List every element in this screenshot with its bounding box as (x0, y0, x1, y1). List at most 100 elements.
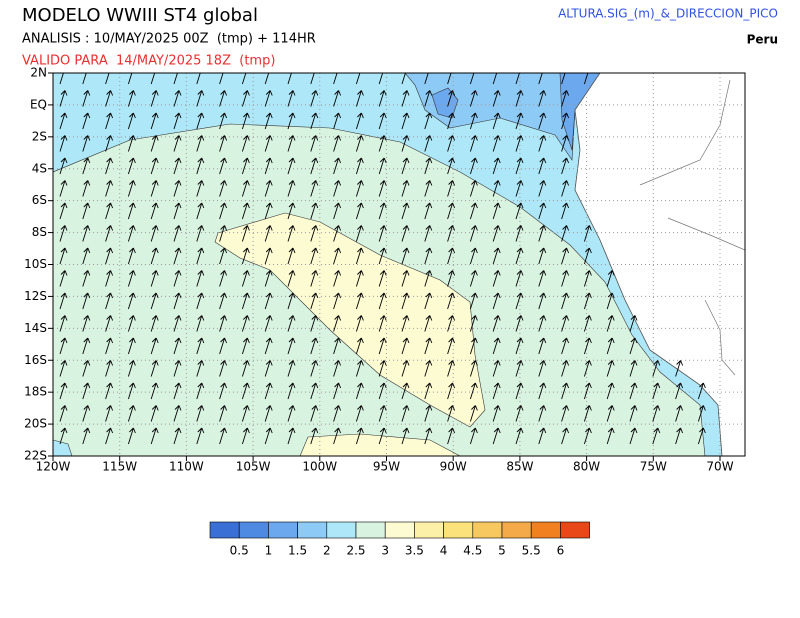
arrow (492, 292, 501, 310)
arrow (196, 112, 205, 130)
arrow (82, 247, 91, 265)
arrow (59, 405, 68, 422)
lon-label: 75W (640, 460, 667, 474)
arrow (310, 427, 319, 445)
arrow (241, 112, 250, 130)
arrow (333, 135, 342, 152)
arrow (606, 405, 615, 422)
arrow (424, 73, 432, 85)
arrow (697, 405, 706, 422)
arrow (378, 202, 387, 220)
arrow (82, 180, 91, 197)
arrow (264, 202, 273, 220)
lat-label: EQ (30, 97, 47, 111)
arrow (287, 157, 296, 175)
arrow (196, 157, 205, 175)
arrow (173, 360, 182, 377)
sea-1-5m (559, 73, 601, 151)
arrow (264, 225, 273, 242)
arrow (219, 157, 228, 175)
arrow (105, 337, 114, 355)
arrow (287, 315, 296, 332)
arrow (310, 225, 319, 242)
color-label: 4 (440, 544, 448, 558)
arrow (447, 225, 456, 242)
arrow (82, 90, 91, 107)
arrow (196, 225, 205, 242)
arrow (333, 180, 342, 197)
arrow (652, 360, 661, 377)
arrow (515, 427, 524, 445)
arrow (469, 90, 478, 107)
arrow (606, 315, 615, 332)
arrow (150, 202, 159, 220)
arrow (150, 180, 159, 197)
arrow (82, 135, 91, 152)
arrow (219, 135, 228, 152)
arrow (333, 90, 342, 107)
sea-3-5m (214, 212, 486, 428)
arrow (561, 405, 570, 422)
arrow (629, 405, 638, 422)
arrow (219, 292, 228, 310)
arrow (561, 202, 570, 220)
color-box (384, 521, 415, 539)
arrow (333, 382, 342, 400)
arrow (538, 427, 547, 445)
arrow (196, 135, 205, 152)
arrow (515, 360, 524, 377)
arrow (469, 427, 478, 445)
arrow (378, 360, 387, 377)
arrow (606, 337, 615, 355)
arrow (378, 112, 387, 130)
arrow (492, 73, 501, 85)
arrow (561, 157, 570, 175)
arrow (447, 292, 456, 310)
arrow (173, 202, 182, 220)
arrow (241, 292, 250, 310)
arrow (196, 73, 204, 85)
arrow (264, 157, 273, 175)
sea-2-5m (53, 73, 75, 100)
arrow (469, 202, 478, 220)
color-label: 3 (381, 544, 389, 558)
arrow (150, 247, 159, 265)
arrow (264, 112, 273, 130)
arrow (492, 382, 501, 400)
arrow (173, 90, 182, 107)
arrow (606, 292, 615, 310)
arrow (515, 157, 524, 175)
arrow (515, 202, 524, 220)
arrow (173, 135, 182, 152)
arrow (401, 382, 410, 400)
lat-label: 8S (32, 225, 47, 239)
arrow (538, 112, 547, 130)
arrow (583, 382, 592, 400)
arrow (355, 405, 364, 422)
arrow (401, 405, 410, 422)
colorbar: 0.5 1 1.5 2 2.5 3 3.5 4 4.5 5 5.5 6 (209, 521, 590, 558)
arrow (264, 135, 273, 152)
arrow (515, 405, 524, 422)
arrow (378, 405, 387, 422)
arrow (561, 73, 569, 85)
arrow (287, 73, 295, 85)
arrow (561, 135, 570, 152)
arrow (378, 337, 387, 355)
color-box (560, 521, 590, 539)
color-box (326, 521, 357, 539)
arrow (469, 360, 478, 377)
arrow (241, 225, 250, 242)
arrow (59, 292, 68, 310)
arrow (333, 315, 342, 332)
arrow (196, 315, 205, 332)
arrow (492, 405, 501, 422)
arrow (378, 135, 387, 152)
arrow (424, 225, 433, 242)
arrow (82, 405, 91, 422)
arrow (196, 247, 205, 265)
arrow (447, 247, 456, 265)
arrow (59, 202, 68, 220)
arrow (538, 337, 547, 355)
arrow (378, 73, 387, 85)
